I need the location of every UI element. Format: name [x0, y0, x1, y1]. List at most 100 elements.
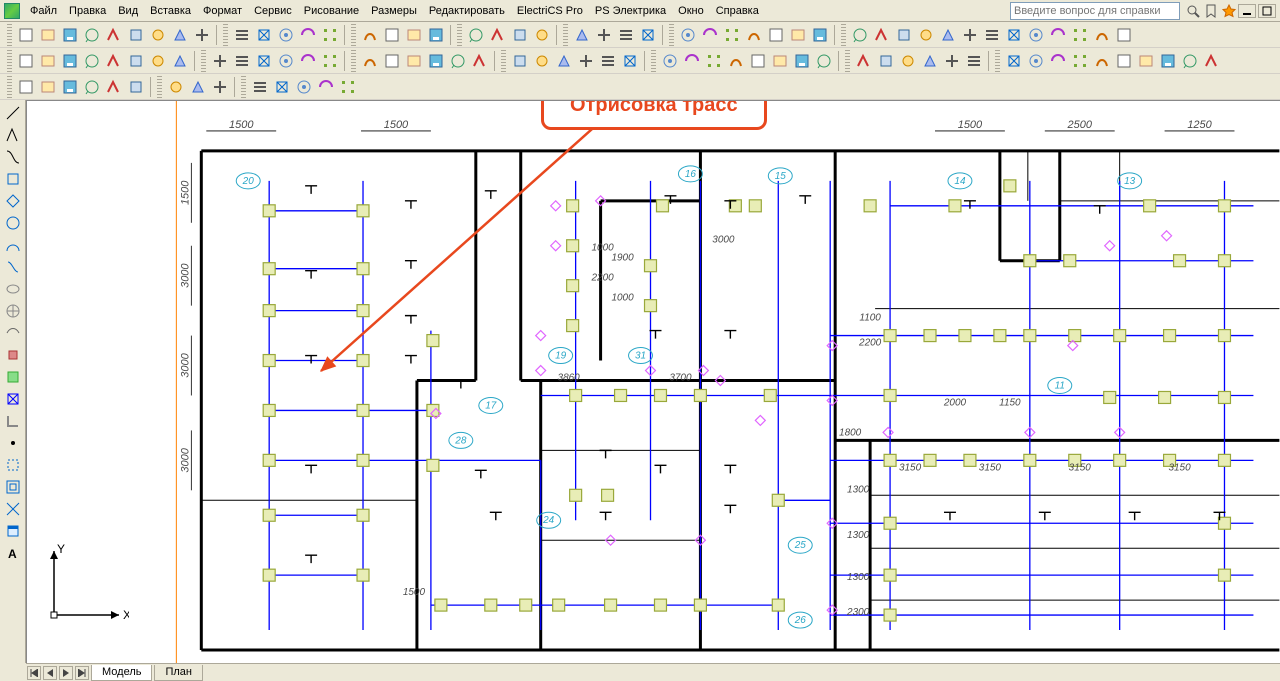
tab-nav-last[interactable] — [75, 666, 89, 680]
toolbar-button[interactable] — [81, 76, 103, 98]
toolbar-button[interactable] — [15, 76, 37, 98]
toolbar-button[interactable] — [1025, 24, 1047, 46]
toolbar-button[interactable] — [59, 50, 81, 72]
toolbar-button[interactable] — [787, 24, 809, 46]
toolbar-button[interactable] — [619, 50, 641, 72]
tool-button[interactable] — [2, 102, 24, 124]
toolbar-button[interactable] — [315, 76, 337, 98]
toolbar-button[interactable] — [231, 24, 253, 46]
menu-file[interactable]: Файл — [24, 3, 63, 19]
toolbar-button[interactable] — [275, 50, 297, 72]
search-icon[interactable] — [1186, 4, 1200, 18]
toolbar-button[interactable] — [297, 24, 319, 46]
toolbar-button[interactable] — [1113, 24, 1135, 46]
toolbar-button[interactable] — [249, 76, 271, 98]
minimize-button[interactable] — [1238, 4, 1256, 18]
tool-button[interactable] — [2, 322, 24, 344]
toolbar-button[interactable] — [465, 24, 487, 46]
toolbar-button[interactable] — [721, 24, 743, 46]
toolbar-button[interactable] — [403, 24, 425, 46]
toolbar-button[interactable] — [253, 50, 275, 72]
tool-button[interactable] — [2, 190, 24, 212]
toolbar-button[interactable] — [319, 50, 341, 72]
toolbar-button[interactable] — [769, 50, 791, 72]
toolbar-button[interactable] — [403, 50, 425, 72]
toolbar-button[interactable] — [531, 50, 553, 72]
toolbar-button[interactable] — [271, 76, 293, 98]
tool-button[interactable] — [2, 410, 24, 432]
star-icon[interactable] — [1222, 4, 1236, 18]
toolbar-button[interactable] — [1201, 50, 1223, 72]
toolbar-button[interactable] — [165, 76, 187, 98]
drawing-canvas[interactable]: 1500150015002500125015003000300030003860… — [26, 100, 1280, 663]
toolbar-button[interactable] — [319, 24, 341, 46]
toolbar-button[interactable] — [209, 76, 231, 98]
menu-window[interactable]: Окно — [672, 3, 710, 19]
tool-button[interactable] — [2, 520, 24, 542]
toolbar-button[interactable] — [15, 24, 37, 46]
toolbar-button[interactable] — [359, 24, 381, 46]
tab-nav-first[interactable] — [27, 666, 41, 680]
toolbar-button[interactable] — [659, 50, 681, 72]
tab-nav-next[interactable] — [59, 666, 73, 680]
toolbar-button[interactable] — [743, 24, 765, 46]
toolbar-button[interactable] — [553, 50, 575, 72]
toolbar-button[interactable] — [1135, 50, 1157, 72]
menu-format[interactable]: Формат — [197, 3, 248, 19]
toolbar-button[interactable] — [1003, 50, 1025, 72]
toolbar-button[interactable] — [747, 50, 769, 72]
toolbar-button[interactable] — [487, 24, 509, 46]
toolbar-button[interactable] — [941, 50, 963, 72]
toolbar-button[interactable] — [147, 24, 169, 46]
tool-button[interactable] — [2, 476, 24, 498]
menu-drawing[interactable]: Рисование — [298, 3, 365, 19]
toolbar-button[interactable] — [209, 50, 231, 72]
toolbar-button[interactable] — [147, 50, 169, 72]
toolbar-button[interactable] — [59, 24, 81, 46]
toolbar-button[interactable] — [187, 76, 209, 98]
toolbar-button[interactable] — [1091, 24, 1113, 46]
toolbar-button[interactable] — [359, 50, 381, 72]
toolbar-button[interactable] — [81, 50, 103, 72]
toolbar-button[interactable] — [37, 76, 59, 98]
toolbar-button[interactable] — [677, 24, 699, 46]
tool-button[interactable] — [2, 212, 24, 234]
toolbar-button[interactable] — [571, 24, 593, 46]
toolbar-button[interactable] — [169, 50, 191, 72]
toolbar-button[interactable] — [531, 24, 553, 46]
tool-button[interactable] — [2, 344, 24, 366]
toolbar-button[interactable] — [425, 50, 447, 72]
toolbar-button[interactable] — [103, 50, 125, 72]
toolbar-button[interactable] — [849, 24, 871, 46]
tool-button[interactable] — [2, 454, 24, 476]
menu-help[interactable]: Справка — [710, 3, 765, 19]
tool-button[interactable]: A — [2, 542, 24, 564]
toolbar-button[interactable] — [59, 76, 81, 98]
menu-service[interactable]: Сервис — [248, 3, 298, 19]
tab-model[interactable]: Модель — [91, 665, 152, 681]
toolbar-button[interactable] — [37, 24, 59, 46]
tool-button[interactable] — [2, 498, 24, 520]
toolbar-button[interactable] — [1113, 50, 1135, 72]
toolbar-button[interactable] — [81, 24, 103, 46]
toolbar-button[interactable] — [897, 50, 919, 72]
toolbar-button[interactable] — [791, 50, 813, 72]
toolbar-button[interactable] — [103, 76, 125, 98]
menu-insert[interactable]: Вставка — [144, 3, 197, 19]
toolbar-button[interactable] — [813, 50, 835, 72]
toolbar-button[interactable] — [125, 76, 147, 98]
toolbar-button[interactable] — [875, 50, 897, 72]
toolbar-button[interactable] — [681, 50, 703, 72]
tool-button[interactable] — [2, 432, 24, 454]
toolbar-button[interactable] — [919, 50, 941, 72]
menu-edit[interactable]: Правка — [63, 3, 112, 19]
toolbar-button[interactable] — [637, 24, 659, 46]
tool-button[interactable] — [2, 168, 24, 190]
toolbar-button[interactable] — [125, 50, 147, 72]
toolbar-button[interactable] — [381, 24, 403, 46]
toolbar-button[interactable] — [275, 24, 297, 46]
tool-button[interactable] — [2, 388, 24, 410]
tool-button[interactable] — [2, 124, 24, 146]
toolbar-button[interactable] — [509, 50, 531, 72]
toolbar-button[interactable] — [981, 24, 1003, 46]
